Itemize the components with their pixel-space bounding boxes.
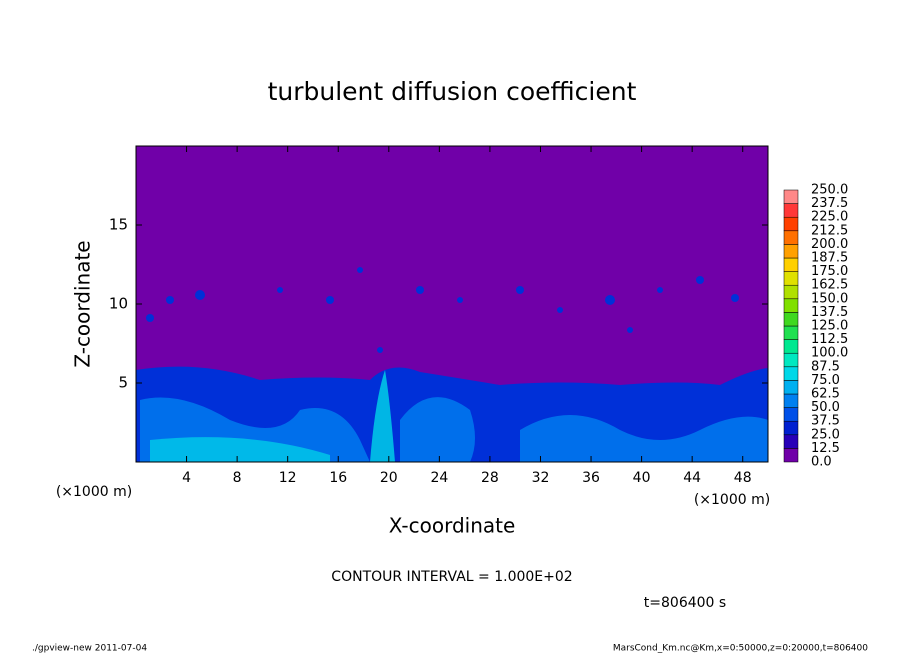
colorbar-label: 112.5 [811, 332, 848, 347]
time-label: t=806400 s [644, 595, 726, 611]
y-tick-label: 10 [109, 295, 128, 313]
field-region [150, 437, 330, 462]
x-tick-label: 36 [582, 470, 600, 486]
colorbar-band [783, 203, 799, 218]
colorbar-label: 187.5 [811, 251, 848, 266]
x-tick-label: 48 [734, 470, 752, 486]
x-tick-label: 32 [532, 470, 550, 486]
x-tick-label: 24 [430, 470, 448, 486]
colorbar-band [783, 298, 799, 313]
y-axis-label: Z-coordinate [71, 240, 95, 367]
colorbar-band [783, 366, 799, 381]
colorbar-band [783, 325, 799, 340]
colorbar-label: 200.0 [811, 237, 848, 252]
colorbar-label: 75.0 [811, 373, 840, 388]
colorbar-label: 0.0 [811, 455, 832, 470]
colorbar-band [783, 257, 799, 272]
colorbar-label: 37.5 [811, 414, 840, 429]
field-region [520, 415, 768, 462]
colorbar-label: 62.5 [811, 387, 840, 402]
colorbar-label: 212.5 [811, 223, 848, 238]
x-tick-label: 28 [481, 470, 499, 486]
colorbar-band [783, 448, 799, 463]
field-region [400, 397, 475, 462]
colorbar-label: 250.0 [811, 183, 848, 198]
colorbar-label: 162.5 [811, 278, 848, 293]
colorbar-band [783, 189, 799, 204]
colorbar-band [783, 393, 799, 408]
x-axis-label: X-coordinate [389, 514, 516, 538]
y-tick-label: 15 [109, 216, 128, 234]
colorbar-label: 125.0 [811, 319, 848, 334]
colorbar-band [783, 352, 799, 368]
colorbar-label: 137.5 [811, 305, 848, 320]
colorbar-band [783, 216, 799, 232]
chart-title: turbulent diffusion coefficient [268, 77, 637, 106]
colorbar-label: 50.0 [811, 400, 840, 415]
x-tick-label: 12 [279, 470, 297, 486]
x-tick-label: 4 [182, 470, 191, 486]
colorbar-label: 12.5 [811, 441, 840, 456]
colorbar-label: 237.5 [811, 196, 848, 211]
x-tick-label: 8 [233, 470, 242, 486]
x-tick-label: 40 [633, 470, 651, 486]
colorbar-band [783, 339, 799, 354]
x-tick-label: 44 [683, 470, 701, 486]
colorbar-label: 225.0 [811, 210, 848, 225]
footer-left: ./gpview-new 2011-07-04 [32, 644, 147, 654]
colorbar-band [783, 244, 799, 259]
field [136, 146, 768, 462]
field-spots [146, 267, 739, 353]
x-tick-label: 20 [380, 470, 398, 486]
colorbar-band [783, 312, 799, 327]
colorbar-band [783, 420, 799, 436]
colorbar-band [783, 271, 799, 286]
colorbar-label: 87.5 [811, 359, 840, 374]
field-region [370, 370, 395, 462]
y-tick-label: 5 [118, 374, 128, 392]
colorbar-band [783, 380, 799, 395]
x-unit: (×1000 m) [694, 492, 770, 508]
colorbar-band [783, 407, 799, 422]
colorbar-band [783, 284, 799, 300]
colorbar-band [783, 230, 799, 245]
footer-right: MarsCond_Km.nc@Km,x=0:50000,z=0:20000,t=… [613, 644, 868, 654]
colorbar-label: 150.0 [811, 291, 848, 306]
colorbar-band [783, 434, 799, 449]
x-tick-label: 16 [329, 470, 347, 486]
colorbar-label: 100.0 [811, 346, 848, 361]
colorbar-label: 25.0 [811, 427, 840, 442]
contour-interval: CONTOUR INTERVAL = 1.000E+02 [331, 569, 572, 585]
x-unit: (×1000 m) [56, 484, 132, 500]
colorbar-label: 175.0 [811, 264, 848, 279]
